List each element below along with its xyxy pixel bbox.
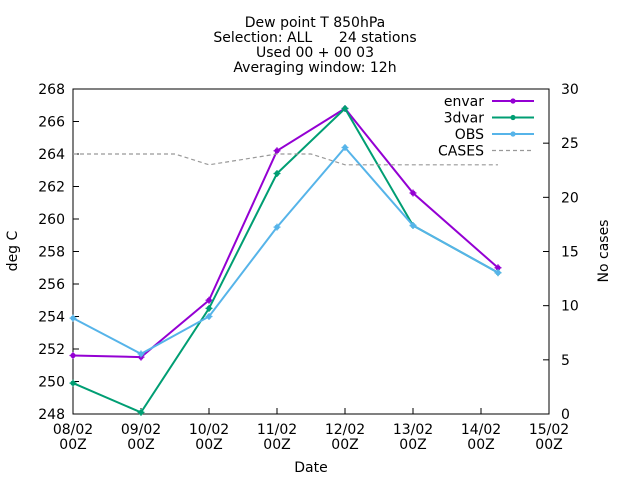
y-tick-label: 256 — [38, 277, 65, 293]
y-axis-label: deg C — [5, 230, 21, 271]
y-tick-label: 250 — [38, 375, 65, 391]
legend-item: 3dvar — [444, 111, 534, 127]
x-tick-label-hour: 00Z — [467, 437, 494, 453]
axis-ticks: 248 250 252 254 256 258 260 262 264 266 268 0 5 10 15 2… — [38, 82, 579, 453]
y-tick-label: 260 — [38, 212, 65, 228]
y2-tick-label: 5 — [561, 353, 570, 369]
x-tick-label-date: 15/02 — [529, 422, 569, 438]
x-tick-label-hour: 00Z — [331, 437, 358, 453]
y-tick-label: 268 — [38, 82, 65, 98]
legend-marker — [510, 131, 516, 137]
x-tick-label-hour: 00Z — [399, 437, 426, 453]
legend-label: OBS — [455, 127, 484, 143]
y-tick-label: 264 — [38, 147, 65, 163]
legend-label: envar — [444, 94, 484, 110]
legend-item: CASES — [438, 144, 534, 160]
x-tick-label-hour: 00Z — [59, 437, 86, 453]
y2-tick-label: 10 — [561, 299, 579, 315]
x-tick-label-date: 13/02 — [393, 422, 433, 438]
y-tick-label: 262 — [38, 180, 65, 196]
y2-tick-label: 30 — [561, 82, 579, 98]
title-line-2: Selection: ALL 24 stations — [213, 30, 416, 46]
x-tick-label-date: 14/02 — [461, 422, 501, 438]
legend-label: 3dvar — [444, 111, 485, 127]
x-tick-label-date: 08/02 — [53, 422, 93, 438]
title-line-1: Dew point T 850hPa — [245, 15, 385, 31]
series-obs — [69, 144, 502, 358]
y-tick-label: 266 — [38, 115, 65, 131]
x-tick-label-date: 12/02 — [325, 422, 365, 438]
legend-item: envar — [444, 94, 534, 110]
legend-marker — [510, 114, 516, 121]
legend-item: OBS — [455, 127, 534, 143]
x-axis-label: Date — [294, 460, 327, 476]
series-line — [73, 153, 498, 166]
series-line — [72, 107, 499, 359]
y-tick-label: 248 — [38, 407, 65, 423]
y-tick-label: 252 — [38, 342, 65, 358]
x-tick-label-hour: 00Z — [195, 437, 222, 453]
legend-label: CASES — [438, 144, 484, 160]
x-tick-label-date: 11/02 — [257, 422, 297, 438]
chart-title: Dew point T 850hPa Selection: ALL 24 sta… — [213, 15, 416, 76]
title-line-3: Used 00 + 00 03 — [256, 45, 374, 61]
x-tick-label-hour: 00Z — [535, 437, 562, 453]
y-tick-label: 254 — [38, 310, 65, 326]
series-layer — [69, 105, 502, 416]
y2-axis-label: No cases — [596, 220, 612, 283]
series-3dvar — [69, 105, 502, 416]
title-line-4: Averaging window: 12h — [233, 60, 396, 76]
x-tick-label-hour: 00Z — [127, 437, 154, 453]
series-line — [72, 145, 499, 356]
y-tick-label: 258 — [38, 245, 65, 261]
y2-tick-label: 0 — [561, 407, 570, 423]
y2-tick-label: 25 — [561, 136, 579, 152]
series-cases — [73, 153, 498, 166]
x-tick-label-hour: 00Z — [263, 437, 290, 453]
y2-tick-label: 20 — [561, 190, 579, 206]
y2-tick-label: 15 — [561, 245, 579, 261]
series-envar — [69, 105, 502, 361]
x-tick-label-date: 10/02 — [189, 422, 229, 438]
x-tick-label-date: 09/02 — [121, 422, 161, 438]
legend-marker — [510, 98, 516, 104]
